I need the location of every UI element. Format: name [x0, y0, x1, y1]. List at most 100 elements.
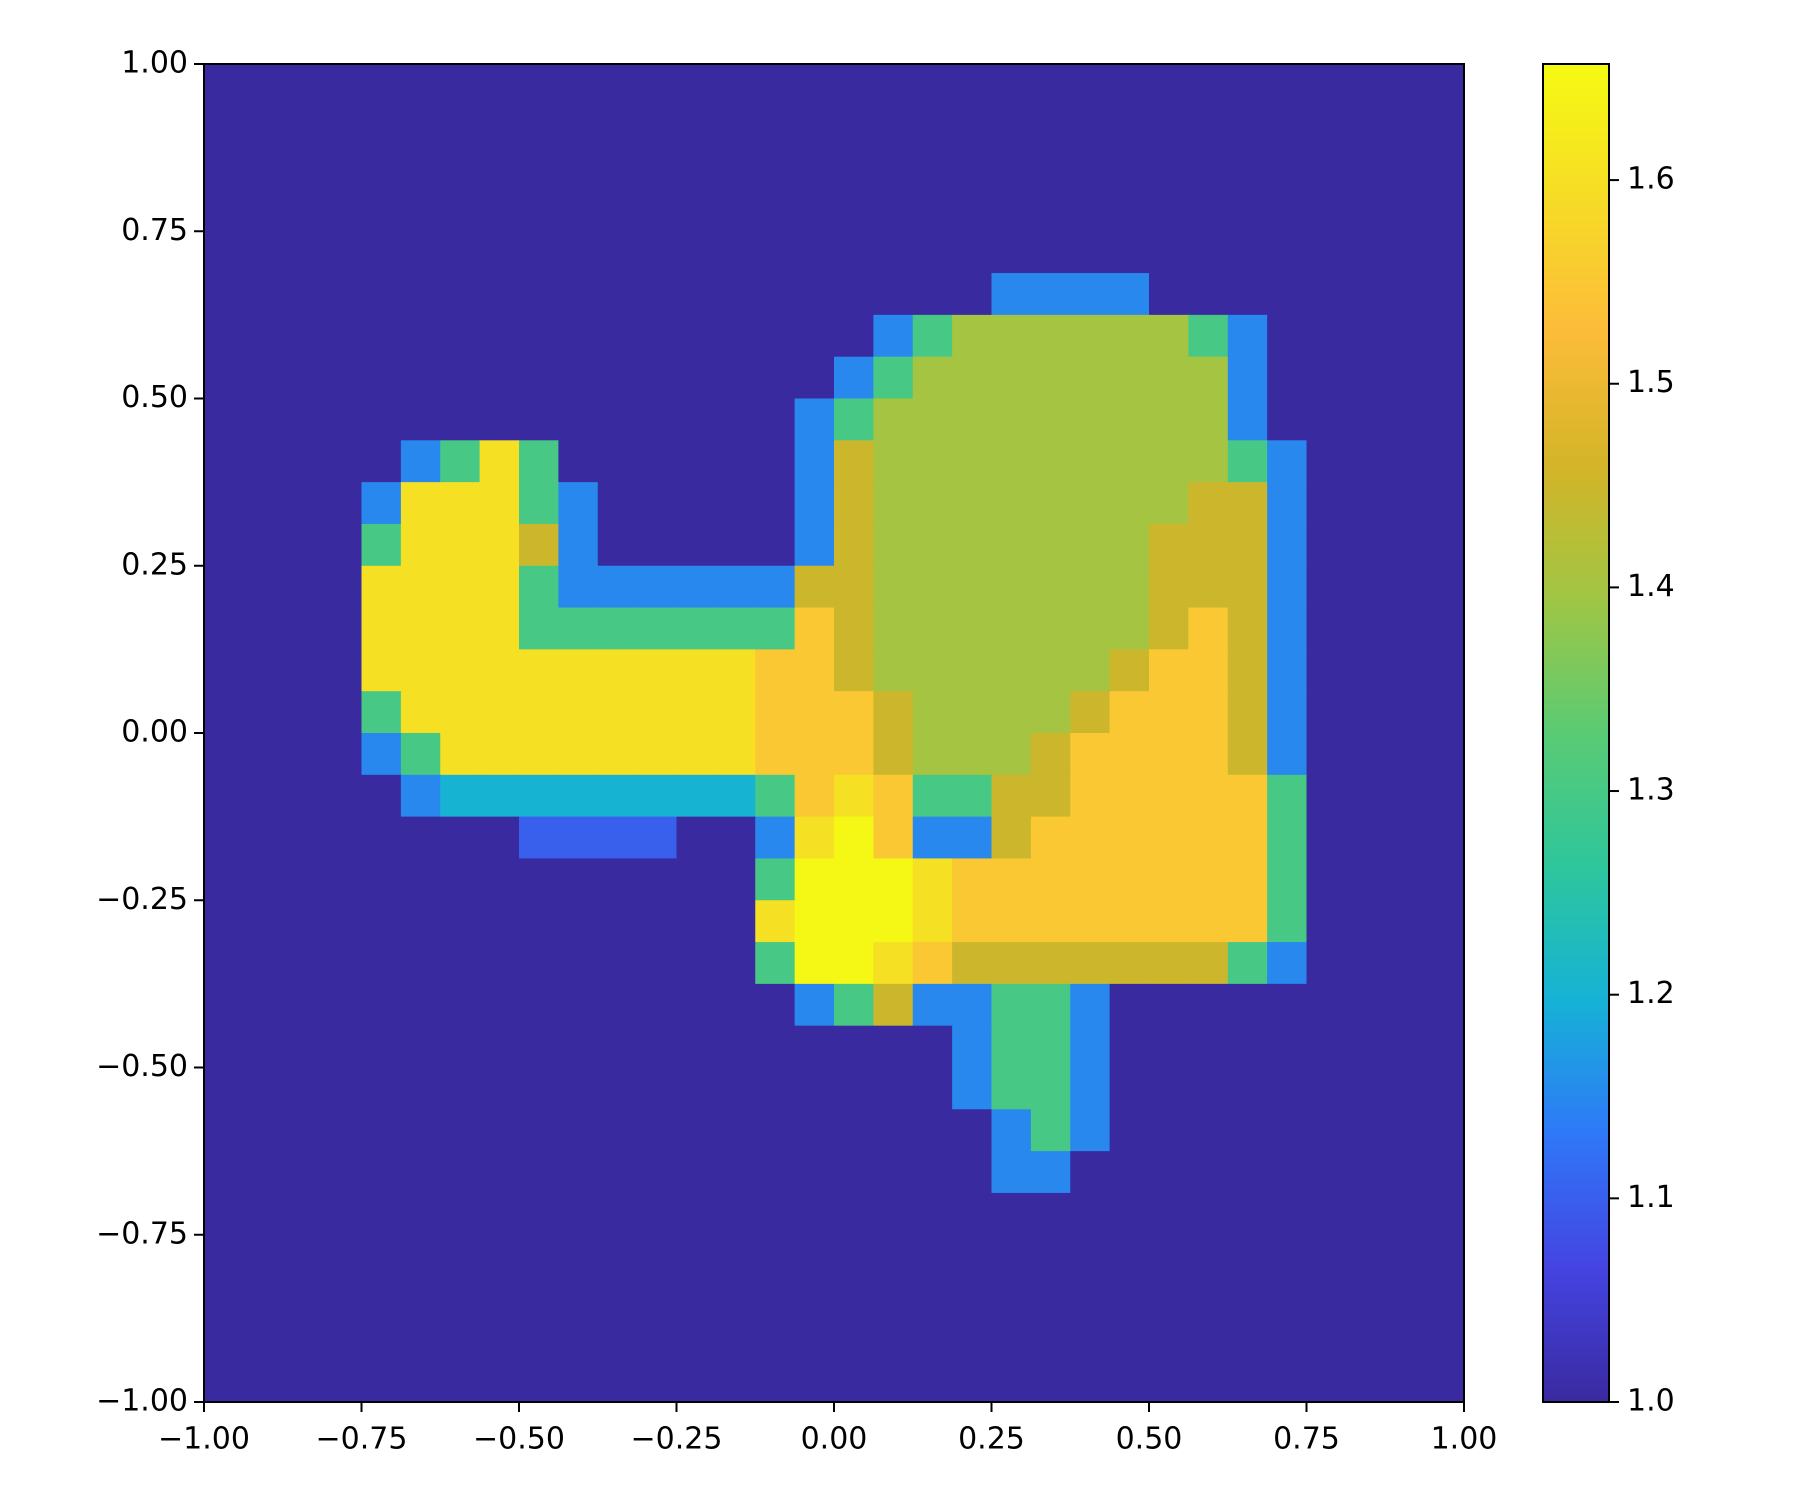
heatmap-cell — [1345, 398, 1386, 441]
heatmap-cell — [1306, 691, 1347, 734]
heatmap-cell — [755, 607, 796, 650]
heatmap-cell — [676, 398, 717, 441]
heatmap-cell — [873, 1067, 914, 1110]
y-tick-label: 0.75 — [121, 213, 188, 248]
heatmap-cell — [243, 1234, 284, 1278]
heatmap-cell — [873, 1234, 914, 1278]
heatmap-cell — [282, 1234, 323, 1278]
heatmap-cell — [715, 900, 756, 943]
heatmap-cell — [1070, 440, 1111, 483]
heatmap-cell — [952, 314, 993, 358]
heatmap-cell — [1267, 1025, 1308, 1069]
heatmap-cell — [1188, 482, 1229, 525]
heatmap-cell — [1306, 64, 1347, 107]
heatmap-cell — [597, 273, 638, 316]
heatmap-cell — [282, 189, 323, 232]
heatmap-cell — [243, 189, 284, 232]
heatmap-cell — [637, 356, 678, 400]
heatmap-cell — [479, 189, 520, 232]
heatmap-cell — [361, 147, 402, 191]
heatmap-cell — [1188, 440, 1229, 483]
heatmap-cell — [1267, 1067, 1308, 1110]
heatmap-cell — [1306, 356, 1347, 400]
heatmap-cell — [952, 356, 993, 400]
heatmap-cell — [1030, 942, 1071, 985]
heatmap-cell — [282, 1276, 323, 1319]
heatmap-cell — [755, 231, 796, 274]
heatmap-cell — [440, 356, 481, 400]
heatmap-cell — [361, 356, 402, 400]
heatmap-cell — [1385, 523, 1426, 567]
heatmap-cell — [1227, 1109, 1268, 1152]
heatmap-cell — [873, 900, 914, 943]
heatmap-cell — [597, 733, 638, 776]
heatmap-cell — [204, 942, 244, 985]
heatmap-cell — [715, 189, 756, 232]
heatmap-cell — [1267, 816, 1308, 860]
heatmap-cell — [1109, 105, 1150, 149]
heatmap-cell — [1149, 816, 1189, 860]
heatmap-cell — [991, 1151, 1032, 1194]
heatmap-cell — [204, 1109, 244, 1152]
heatmap-cell — [1424, 314, 1465, 358]
heatmap-cell — [1070, 231, 1111, 274]
heatmap-cell — [400, 231, 441, 274]
colorbar-tick-label: 1.6 — [1627, 162, 1675, 197]
heatmap-cell — [440, 1360, 481, 1403]
heatmap-cell — [1306, 942, 1347, 985]
heatmap-cell — [204, 189, 244, 232]
heatmap-cell — [1424, 816, 1465, 860]
heatmap-cell — [400, 1192, 441, 1236]
heatmap-cell — [1149, 398, 1189, 441]
heatmap-cell — [1109, 482, 1150, 525]
heatmap-cell — [479, 983, 520, 1027]
heatmap-cell — [1227, 942, 1268, 985]
heatmap-cell — [1070, 1192, 1111, 1236]
heatmap-cell — [1345, 607, 1386, 650]
heatmap-cell — [479, 1360, 520, 1403]
heatmap-cell — [676, 1192, 717, 1236]
heatmap-cell — [1306, 1192, 1347, 1236]
heatmap-cell — [322, 523, 363, 567]
heatmap-cell — [479, 1234, 520, 1278]
heatmap-cell — [1188, 774, 1229, 818]
heatmap-cell — [1227, 649, 1268, 692]
heatmap-cell — [1188, 523, 1229, 567]
heatmap-cell — [322, 816, 363, 860]
heatmap-cell — [243, 1192, 284, 1236]
heatmap-cell — [1188, 1234, 1229, 1278]
heatmap-cell — [834, 1192, 874, 1236]
heatmap-cell — [1267, 607, 1308, 650]
heatmap-cell — [676, 440, 717, 483]
heatmap-cell — [361, 1192, 402, 1236]
heatmap-cell — [282, 942, 323, 985]
heatmap-cell — [282, 523, 323, 567]
heatmap-cell — [1149, 440, 1189, 483]
heatmap-cell — [440, 314, 481, 358]
heatmap-cell — [1345, 231, 1386, 274]
heatmap-cell — [1030, 1360, 1071, 1403]
heatmap-cell — [1227, 1067, 1268, 1110]
heatmap-cell — [952, 231, 993, 274]
colorbar — [1542, 63, 1610, 1403]
heatmap-cell — [519, 314, 559, 358]
heatmap-cell — [755, 64, 796, 107]
heatmap-cell — [1188, 398, 1229, 441]
heatmap-cell — [519, 398, 559, 441]
heatmap-cell — [912, 607, 953, 650]
heatmap-cell — [479, 816, 520, 860]
heatmap-cell — [400, 1276, 441, 1319]
heatmap-cell — [243, 774, 284, 818]
heatmap-cell — [637, 691, 678, 734]
heatmap-cell — [637, 858, 678, 901]
heatmap-cell — [558, 147, 599, 191]
heatmap-cell — [676, 1067, 717, 1110]
heatmap-cell — [1227, 440, 1268, 483]
heatmap-cell — [715, 1318, 756, 1361]
heatmap-cell — [1385, 189, 1426, 232]
heatmap-cell — [1227, 314, 1268, 358]
heatmap-cell — [834, 482, 874, 525]
heatmap-cell — [834, 733, 874, 776]
heatmap-cell — [440, 147, 481, 191]
heatmap-cell — [1109, 1360, 1150, 1403]
